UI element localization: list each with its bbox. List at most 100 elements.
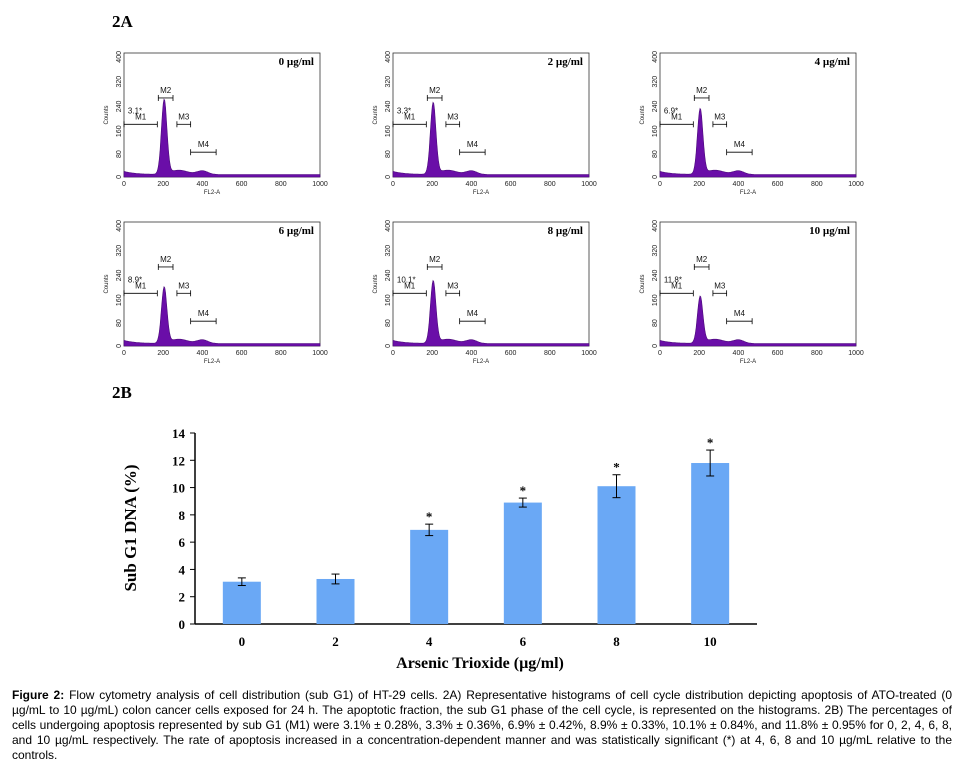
bar-x-tick-label: 6 xyxy=(520,634,527,649)
histogram-y-label: Counts xyxy=(640,105,646,124)
histogram-x-tick: 600 xyxy=(505,181,517,188)
histogram-y-tick: 400 xyxy=(116,220,123,232)
histogram-y-tick: 0 xyxy=(652,344,659,348)
bar-y-tick-label: 4 xyxy=(179,562,186,577)
histogram-panel: 10 µg/ml 0 80 160 240 320 400 Counts 0 200 400 600 8… xyxy=(640,220,864,365)
histogram-y-tick: 320 xyxy=(652,76,659,88)
marker-label: M3 xyxy=(178,281,190,290)
histogram-curve xyxy=(123,98,321,178)
histogram-y-tick: 320 xyxy=(116,245,123,257)
histogram-y-tick: 0 xyxy=(385,175,392,179)
histogram-x-label: FL2-A xyxy=(204,359,220,365)
bar xyxy=(316,578,355,624)
marker-label: M4 xyxy=(198,140,210,149)
histogram-panel: 0 µg/ml 0 80 160 240 320 400 Counts 0 200 400 600 80… xyxy=(104,51,328,196)
histogram-title: 4 µg/ml xyxy=(815,56,850,68)
marker-label: M1 xyxy=(671,112,683,121)
bar xyxy=(222,581,261,624)
histogram-curve xyxy=(659,107,857,178)
marker-label: M2 xyxy=(429,86,441,95)
sub-g1-value: 3.3* xyxy=(397,106,411,115)
histogram-curve xyxy=(659,295,857,347)
significance-marker: * xyxy=(426,509,433,524)
bar-y-tick-label: 8 xyxy=(179,508,186,523)
histogram-frame xyxy=(659,221,857,347)
bar-y-tick-label: 6 xyxy=(179,535,186,550)
bar-y-tick-label: 14 xyxy=(172,426,186,441)
marker-label: M2 xyxy=(429,255,441,264)
bar-x-tick-label: 8 xyxy=(613,634,620,649)
histogram-x-tick: 0 xyxy=(122,350,126,357)
histogram-x-tick: 400 xyxy=(466,350,478,357)
marker-label: M3 xyxy=(178,112,190,121)
histogram-y-tick: 320 xyxy=(385,245,392,257)
histogram-curve xyxy=(392,101,590,178)
histogram-x-tick: 600 xyxy=(505,350,517,357)
significance-marker: * xyxy=(613,460,620,475)
histogram-x-tick: 800 xyxy=(275,350,287,357)
histogram-title: 2 µg/ml xyxy=(548,56,583,68)
histogram-x-tick: 1000 xyxy=(848,350,864,357)
histogram-x-tick: 0 xyxy=(391,181,395,188)
histogram-x-tick: 800 xyxy=(811,181,823,188)
histogram-curve xyxy=(123,286,321,347)
histogram-y-tick: 240 xyxy=(652,101,659,113)
histogram-x-tick: 400 xyxy=(197,350,209,357)
bar-x-tick-label: 2 xyxy=(332,634,339,649)
histogram-y-label: Counts xyxy=(373,105,379,124)
histogram-y-tick: 0 xyxy=(652,175,659,179)
bar xyxy=(597,486,636,624)
histogram-y-tick: 240 xyxy=(385,101,392,113)
histogram-y-tick: 400 xyxy=(385,220,392,232)
histogram-grid: 0 µg/ml 0 80 160 240 320 400 Counts 0 200 400 600 80… xyxy=(104,51,864,365)
marker-label: M4 xyxy=(467,140,479,149)
histogram-x-tick: 0 xyxy=(658,350,662,357)
bar-y-tick-label: 0 xyxy=(179,617,186,632)
histogram-y-tick: 320 xyxy=(652,245,659,257)
histogram-x-tick: 600 xyxy=(236,350,248,357)
histogram-panel: 8 µg/ml 0 80 160 240 320 400 Counts 0 200 400 600 80… xyxy=(373,220,597,365)
histogram-x-tick: 200 xyxy=(157,350,169,357)
marker-label: M3 xyxy=(714,281,726,290)
sub-g1-value: 8.9* xyxy=(128,275,142,284)
histogram-x-tick: 400 xyxy=(197,181,209,188)
histogram-x-tick: 200 xyxy=(157,181,169,188)
histogram-x-tick: 600 xyxy=(772,350,784,357)
histogram-x-tick: 600 xyxy=(772,181,784,188)
histogram-x-tick: 0 xyxy=(122,181,126,188)
marker-label: M2 xyxy=(160,86,172,95)
significance-marker: * xyxy=(707,435,714,450)
histogram-y-tick: 80 xyxy=(652,150,659,158)
histogram-y-tick: 80 xyxy=(116,150,123,158)
histogram-x-label: FL2-A xyxy=(473,190,489,196)
histogram-x-tick: 400 xyxy=(733,350,745,357)
histogram-title: 10 µg/ml xyxy=(809,225,850,237)
histogram-panel: 4 µg/ml 0 80 160 240 320 400 Counts 0 200 400 600 80… xyxy=(640,51,864,196)
histogram-x-tick: 1000 xyxy=(581,350,597,357)
marker-label: M2 xyxy=(696,86,708,95)
histogram-y-tick: 160 xyxy=(116,294,123,306)
marker-label: M3 xyxy=(447,112,459,121)
marker-label: M4 xyxy=(734,140,746,149)
caption-text: Flow cytometry analysis of cell distribu… xyxy=(12,688,952,762)
bar xyxy=(503,502,542,624)
histogram-x-label: FL2-A xyxy=(740,190,756,196)
marker-label: M1 xyxy=(404,281,416,290)
bar xyxy=(691,463,730,624)
bar-chart: 0 2 4 6 8 10 12 14 0 2 * 4 * 6 * 8 * 10 xyxy=(172,426,757,649)
marker-label: M1 xyxy=(135,112,147,121)
histogram-x-tick: 0 xyxy=(391,350,395,357)
bar-x-tick-label: 4 xyxy=(426,634,433,649)
histogram-x-tick: 800 xyxy=(275,181,287,188)
histogram-y-tick: 80 xyxy=(652,319,659,327)
bar-y-axis-label: Sub G1 DNA (%) xyxy=(121,464,140,591)
histogram-x-tick: 1000 xyxy=(581,181,597,188)
histogram-y-tick: 160 xyxy=(652,294,659,306)
histogram-x-tick: 800 xyxy=(811,350,823,357)
histogram-curve xyxy=(392,279,590,347)
bar-y-tick-label: 2 xyxy=(179,590,186,605)
caption-label: Figure 2: xyxy=(12,688,65,702)
histogram-y-tick: 400 xyxy=(116,51,123,63)
histogram-x-label: FL2-A xyxy=(740,359,756,365)
